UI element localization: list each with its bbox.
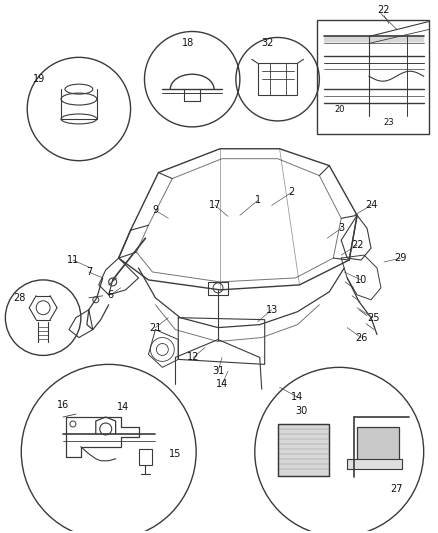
Text: 1: 1 (254, 196, 261, 205)
Text: 14: 14 (216, 379, 228, 389)
Text: 31: 31 (212, 366, 224, 376)
Text: 15: 15 (169, 449, 181, 459)
Bar (318, 20, 429, 134)
FancyBboxPatch shape (278, 424, 329, 475)
Text: 13: 13 (265, 305, 278, 314)
Text: 25: 25 (367, 313, 379, 322)
Text: 14: 14 (117, 402, 129, 412)
Text: 3: 3 (338, 223, 344, 233)
Text: 6: 6 (108, 290, 114, 300)
Text: 21: 21 (149, 322, 162, 333)
Text: 23: 23 (384, 118, 394, 127)
Text: 2: 2 (288, 188, 295, 197)
Text: 29: 29 (395, 253, 407, 263)
Bar (258, 63, 297, 95)
Text: 27: 27 (391, 483, 403, 494)
FancyBboxPatch shape (357, 427, 399, 467)
Text: 24: 24 (365, 200, 377, 211)
Text: 19: 19 (33, 74, 45, 84)
Bar (347, 459, 402, 469)
Text: 10: 10 (355, 275, 367, 285)
Text: 17: 17 (209, 200, 221, 211)
Text: 32: 32 (261, 38, 274, 49)
Text: 18: 18 (182, 38, 194, 49)
Text: 22: 22 (378, 5, 390, 14)
Text: 7: 7 (86, 267, 92, 277)
Text: 16: 16 (57, 400, 69, 410)
Text: 22: 22 (351, 240, 364, 250)
Text: 20: 20 (334, 104, 344, 114)
Text: 9: 9 (152, 205, 159, 215)
Text: 12: 12 (187, 352, 199, 362)
Text: 11: 11 (67, 255, 79, 265)
Text: 30: 30 (295, 406, 307, 416)
Text: 14: 14 (291, 392, 304, 402)
Bar (138, 449, 152, 465)
Text: 28: 28 (13, 293, 25, 303)
Text: 26: 26 (355, 333, 367, 343)
